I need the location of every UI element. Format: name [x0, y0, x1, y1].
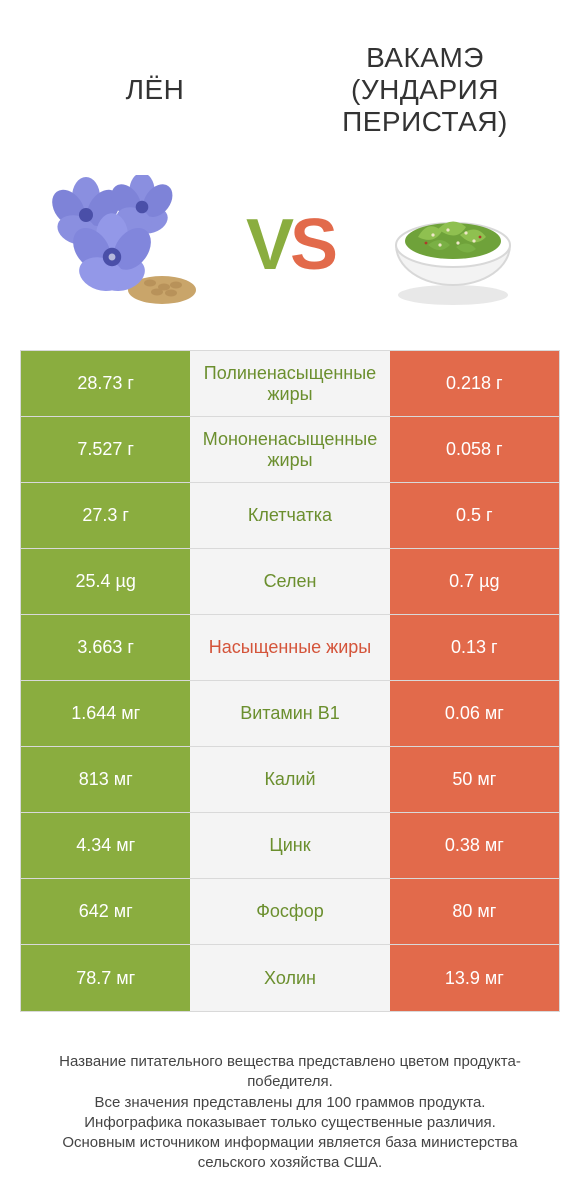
right-value: 80 мг	[390, 879, 559, 944]
titles-row: ЛЁН ВАКАМЭ (УНДАРИЯ ПЕРИСТАЯ)	[0, 0, 580, 160]
table-row: 3.663 гНасыщенные жиры0.13 г	[21, 615, 559, 681]
table-row: 7.527 гМононенасыщенные жиры0.058 г	[21, 417, 559, 483]
table-row: 25.4 µgСелен0.7 µg	[21, 549, 559, 615]
title-left: ЛЁН	[20, 74, 290, 106]
nutrient-name: Клетчатка	[190, 483, 389, 548]
left-value: 27.3 г	[21, 483, 190, 548]
left-value: 7.527 г	[21, 417, 190, 482]
wakame-image	[378, 175, 528, 315]
right-value: 0.5 г	[390, 483, 559, 548]
footnote-line: Основным источником информации является …	[30, 1133, 550, 1174]
nutrient-name: Витамин B1	[190, 681, 389, 746]
nutrient-name: Насыщенные жиры	[190, 615, 389, 680]
wakame-icon	[378, 175, 528, 315]
right-value: 0.38 мг	[390, 813, 559, 878]
nutrient-name: Цинк	[190, 813, 389, 878]
left-value: 28.73 г	[21, 351, 190, 416]
nutrient-name: Калий	[190, 747, 389, 812]
nutrient-name: Полиненасыщенные жиры	[190, 351, 389, 416]
left-value: 1.644 мг	[21, 681, 190, 746]
title-right: ВАКАМЭ (УНДАРИЯ ПЕРИСТАЯ)	[290, 42, 560, 139]
table-row: 813 мгКалий50 мг	[21, 747, 559, 813]
left-value: 813 мг	[21, 747, 190, 812]
footnote-line: Инфографика показывает только существенн…	[30, 1113, 550, 1133]
table-row: 27.3 гКлетчатка0.5 г	[21, 483, 559, 549]
right-value: 0.218 г	[390, 351, 559, 416]
flax-image	[52, 175, 202, 315]
left-value: 78.7 мг	[21, 945, 190, 1011]
right-value: 13.9 мг	[390, 945, 559, 1011]
vs-label: VS	[246, 204, 334, 286]
table-row: 78.7 мгХолин13.9 мг	[21, 945, 559, 1011]
images-row: VS	[0, 160, 580, 350]
comparison-table: 28.73 гПолиненасыщенные жиры0.218 г7.527…	[20, 350, 560, 1012]
right-value: 0.13 г	[390, 615, 559, 680]
left-value: 25.4 µg	[21, 549, 190, 614]
vs-s: S	[290, 204, 334, 286]
footnote-line: Все значения представлены для 100 граммо…	[30, 1093, 550, 1113]
left-value: 4.34 мг	[21, 813, 190, 878]
footnote: Название питательного вещества представл…	[30, 1052, 550, 1174]
left-value: 642 мг	[21, 879, 190, 944]
left-value: 3.663 г	[21, 615, 190, 680]
table-row: 642 мгФосфор80 мг	[21, 879, 559, 945]
vs-v: V	[246, 204, 290, 286]
nutrient-name: Фосфор	[190, 879, 389, 944]
right-value: 0.7 µg	[390, 549, 559, 614]
right-value: 50 мг	[390, 747, 559, 812]
nutrient-name: Холин	[190, 945, 389, 1011]
table-row: 28.73 гПолиненасыщенные жиры0.218 г	[21, 351, 559, 417]
table-row: 1.644 мгВитамин B10.06 мг	[21, 681, 559, 747]
right-value: 0.06 мг	[390, 681, 559, 746]
right-value: 0.058 г	[390, 417, 559, 482]
footnote-line: Название питательного вещества представл…	[30, 1052, 550, 1093]
flax-icon	[52, 175, 202, 315]
table-row: 4.34 мгЦинк0.38 мг	[21, 813, 559, 879]
nutrient-name: Селен	[190, 549, 389, 614]
nutrient-name: Мононенасыщенные жиры	[190, 417, 389, 482]
